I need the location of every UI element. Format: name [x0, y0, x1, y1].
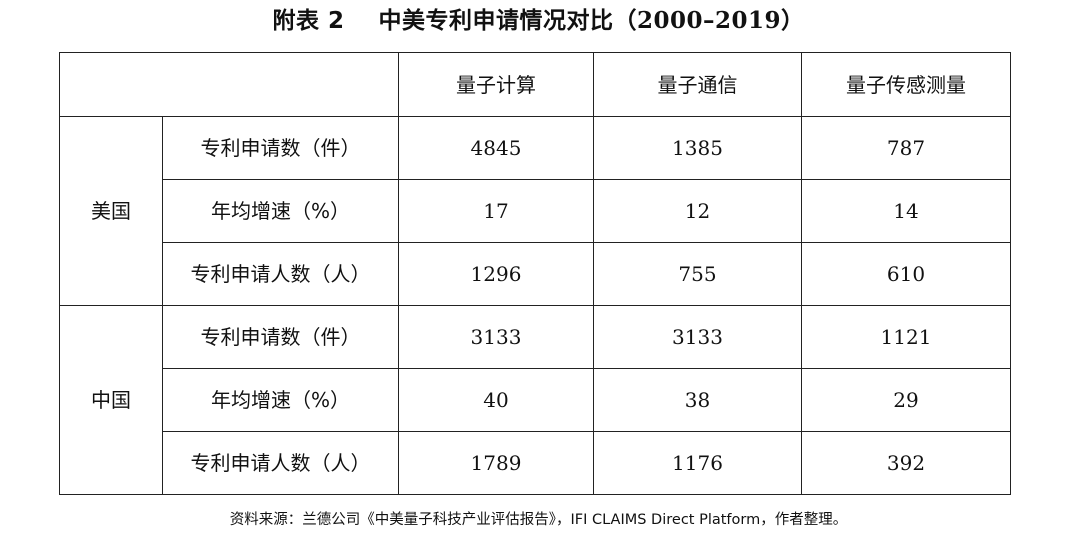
- title-years: 2000–2019: [637, 7, 782, 34]
- metric-cell: 专利申请数（件）: [162, 305, 399, 369]
- value-cell: 14: [801, 179, 1011, 243]
- table-row: 专利申请人数（人） 1296 755 610: [60, 242, 1011, 306]
- title-close: ）: [781, 8, 805, 34]
- metric-cell: 专利申请人数（人）: [162, 242, 399, 306]
- value-cell: 12: [593, 179, 802, 243]
- metric-cell: 年均增速（%）: [162, 368, 399, 432]
- value-cell: 1385: [593, 116, 802, 180]
- metric-cell: 年均增速（%）: [162, 179, 399, 243]
- header-row: 量子计算 量子通信 量子传感测量: [59, 52, 1011, 117]
- metric-cell: 专利申请数（件）: [162, 116, 399, 180]
- value-cell: 1121: [801, 305, 1011, 369]
- source-note: 资料来源：兰德公司《中美量子科技产业评估报告》，IFI CLAIMS Direc…: [229, 512, 848, 528]
- metric-cell: 专利申请人数（人）: [162, 431, 399, 495]
- title-main: 中美专利申请情况对比（: [378, 8, 637, 34]
- value-cell: 17: [398, 179, 594, 243]
- table-row: 专利申请人数（人） 1789 1176 392: [60, 431, 1011, 495]
- header-corner-cell: [59, 52, 399, 117]
- table-row: 中国 专利申请数（件） 3133 3133 1121: [59, 305, 1011, 495]
- column-header-quantum-communication: 量子通信: [593, 52, 802, 117]
- value-cell: 3133: [593, 305, 802, 369]
- value-cell: 1789: [398, 431, 594, 495]
- value-cell: 3133: [398, 305, 594, 369]
- value-cell: 787: [801, 116, 1011, 180]
- value-cell: 38: [593, 368, 802, 432]
- country-cell-china: 中国: [59, 305, 163, 495]
- value-cell: 755: [593, 242, 802, 306]
- value-cell: 1296: [398, 242, 594, 306]
- title-prefix: 附表 2: [272, 8, 345, 34]
- value-cell: 1176: [593, 431, 802, 495]
- table-row: 年均增速（%） 17 12 14: [60, 179, 1011, 243]
- value-cell: 29: [801, 368, 1011, 432]
- country-cell-usa: 美国: [59, 116, 163, 306]
- column-header-quantum-sensing: 量子传感测量: [801, 52, 1011, 117]
- table-row: 年均增速（%） 40 38 29: [60, 368, 1011, 432]
- table-title: 附表 2 中美专利申请情况对比（2000–2019）: [0, 4, 1077, 38]
- value-cell: 392: [801, 431, 1011, 495]
- value-cell: 40: [398, 368, 594, 432]
- column-header-quantum-computing: 量子计算: [398, 52, 594, 117]
- comparison-table: 量子计算 量子通信 量子传感测量 美国 专利申请数（件） 4845 1385 7…: [59, 52, 1011, 495]
- table-row: 美国 专利申请数（件） 4845 1385 787: [59, 116, 1011, 306]
- value-cell: 4845: [398, 116, 594, 180]
- value-cell: 610: [801, 242, 1011, 306]
